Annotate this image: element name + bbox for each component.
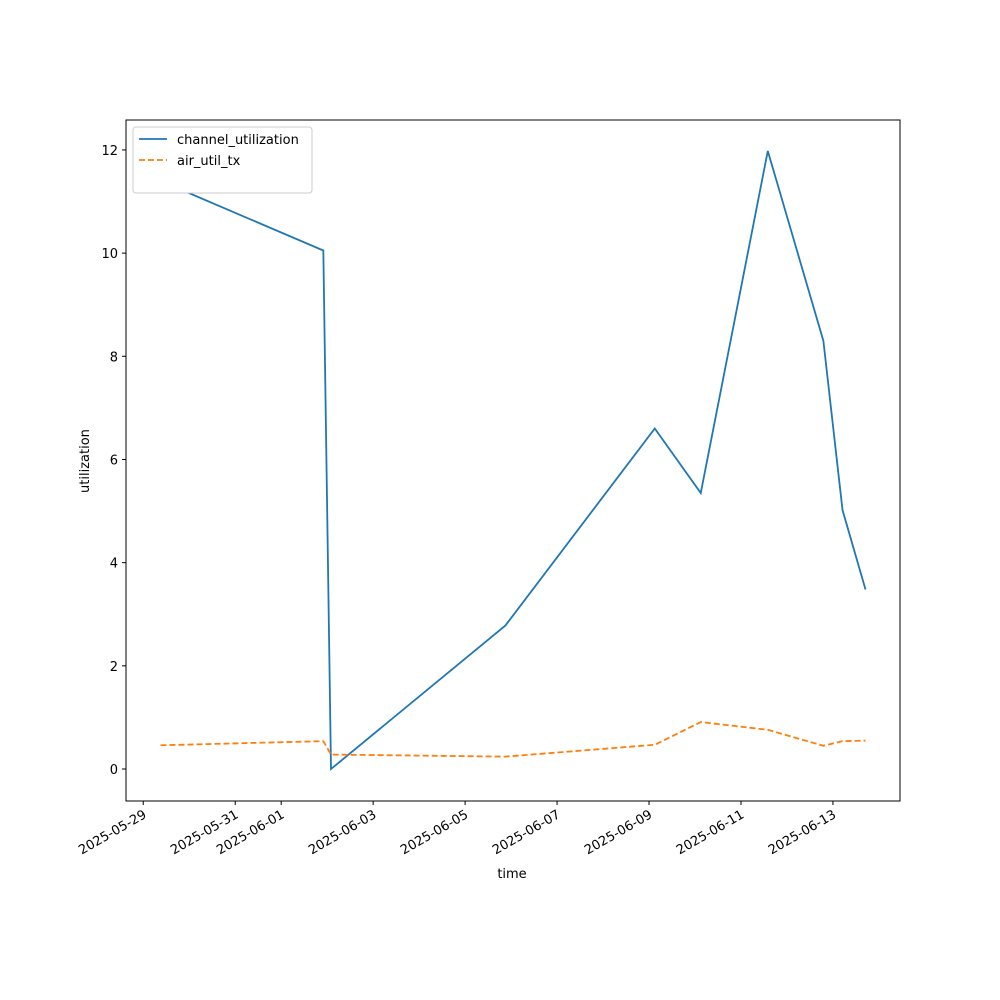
y-tick-label: 2: [110, 660, 118, 675]
legend-box: [132, 126, 313, 194]
y-tick-label: 10: [101, 247, 118, 262]
legend-label: air_util_tx: [177, 154, 241, 169]
y-tick-label: 4: [110, 557, 118, 572]
y-tick-label: 12: [101, 144, 118, 159]
y-tick-label: 0: [110, 763, 118, 778]
series-line: [160, 721, 866, 758]
plot-frame: [125, 119, 901, 802]
y-tick-label: 8: [110, 350, 118, 365]
y-tick-label: 6: [110, 453, 118, 468]
x-axis-label: time: [497, 867, 526, 882]
legend-label: channel_utilization: [177, 133, 299, 148]
legend: channel_utilization air_util_tx: [132, 126, 313, 194]
series-line: [160, 150, 867, 771]
y-axis-label: utilization: [78, 429, 93, 493]
